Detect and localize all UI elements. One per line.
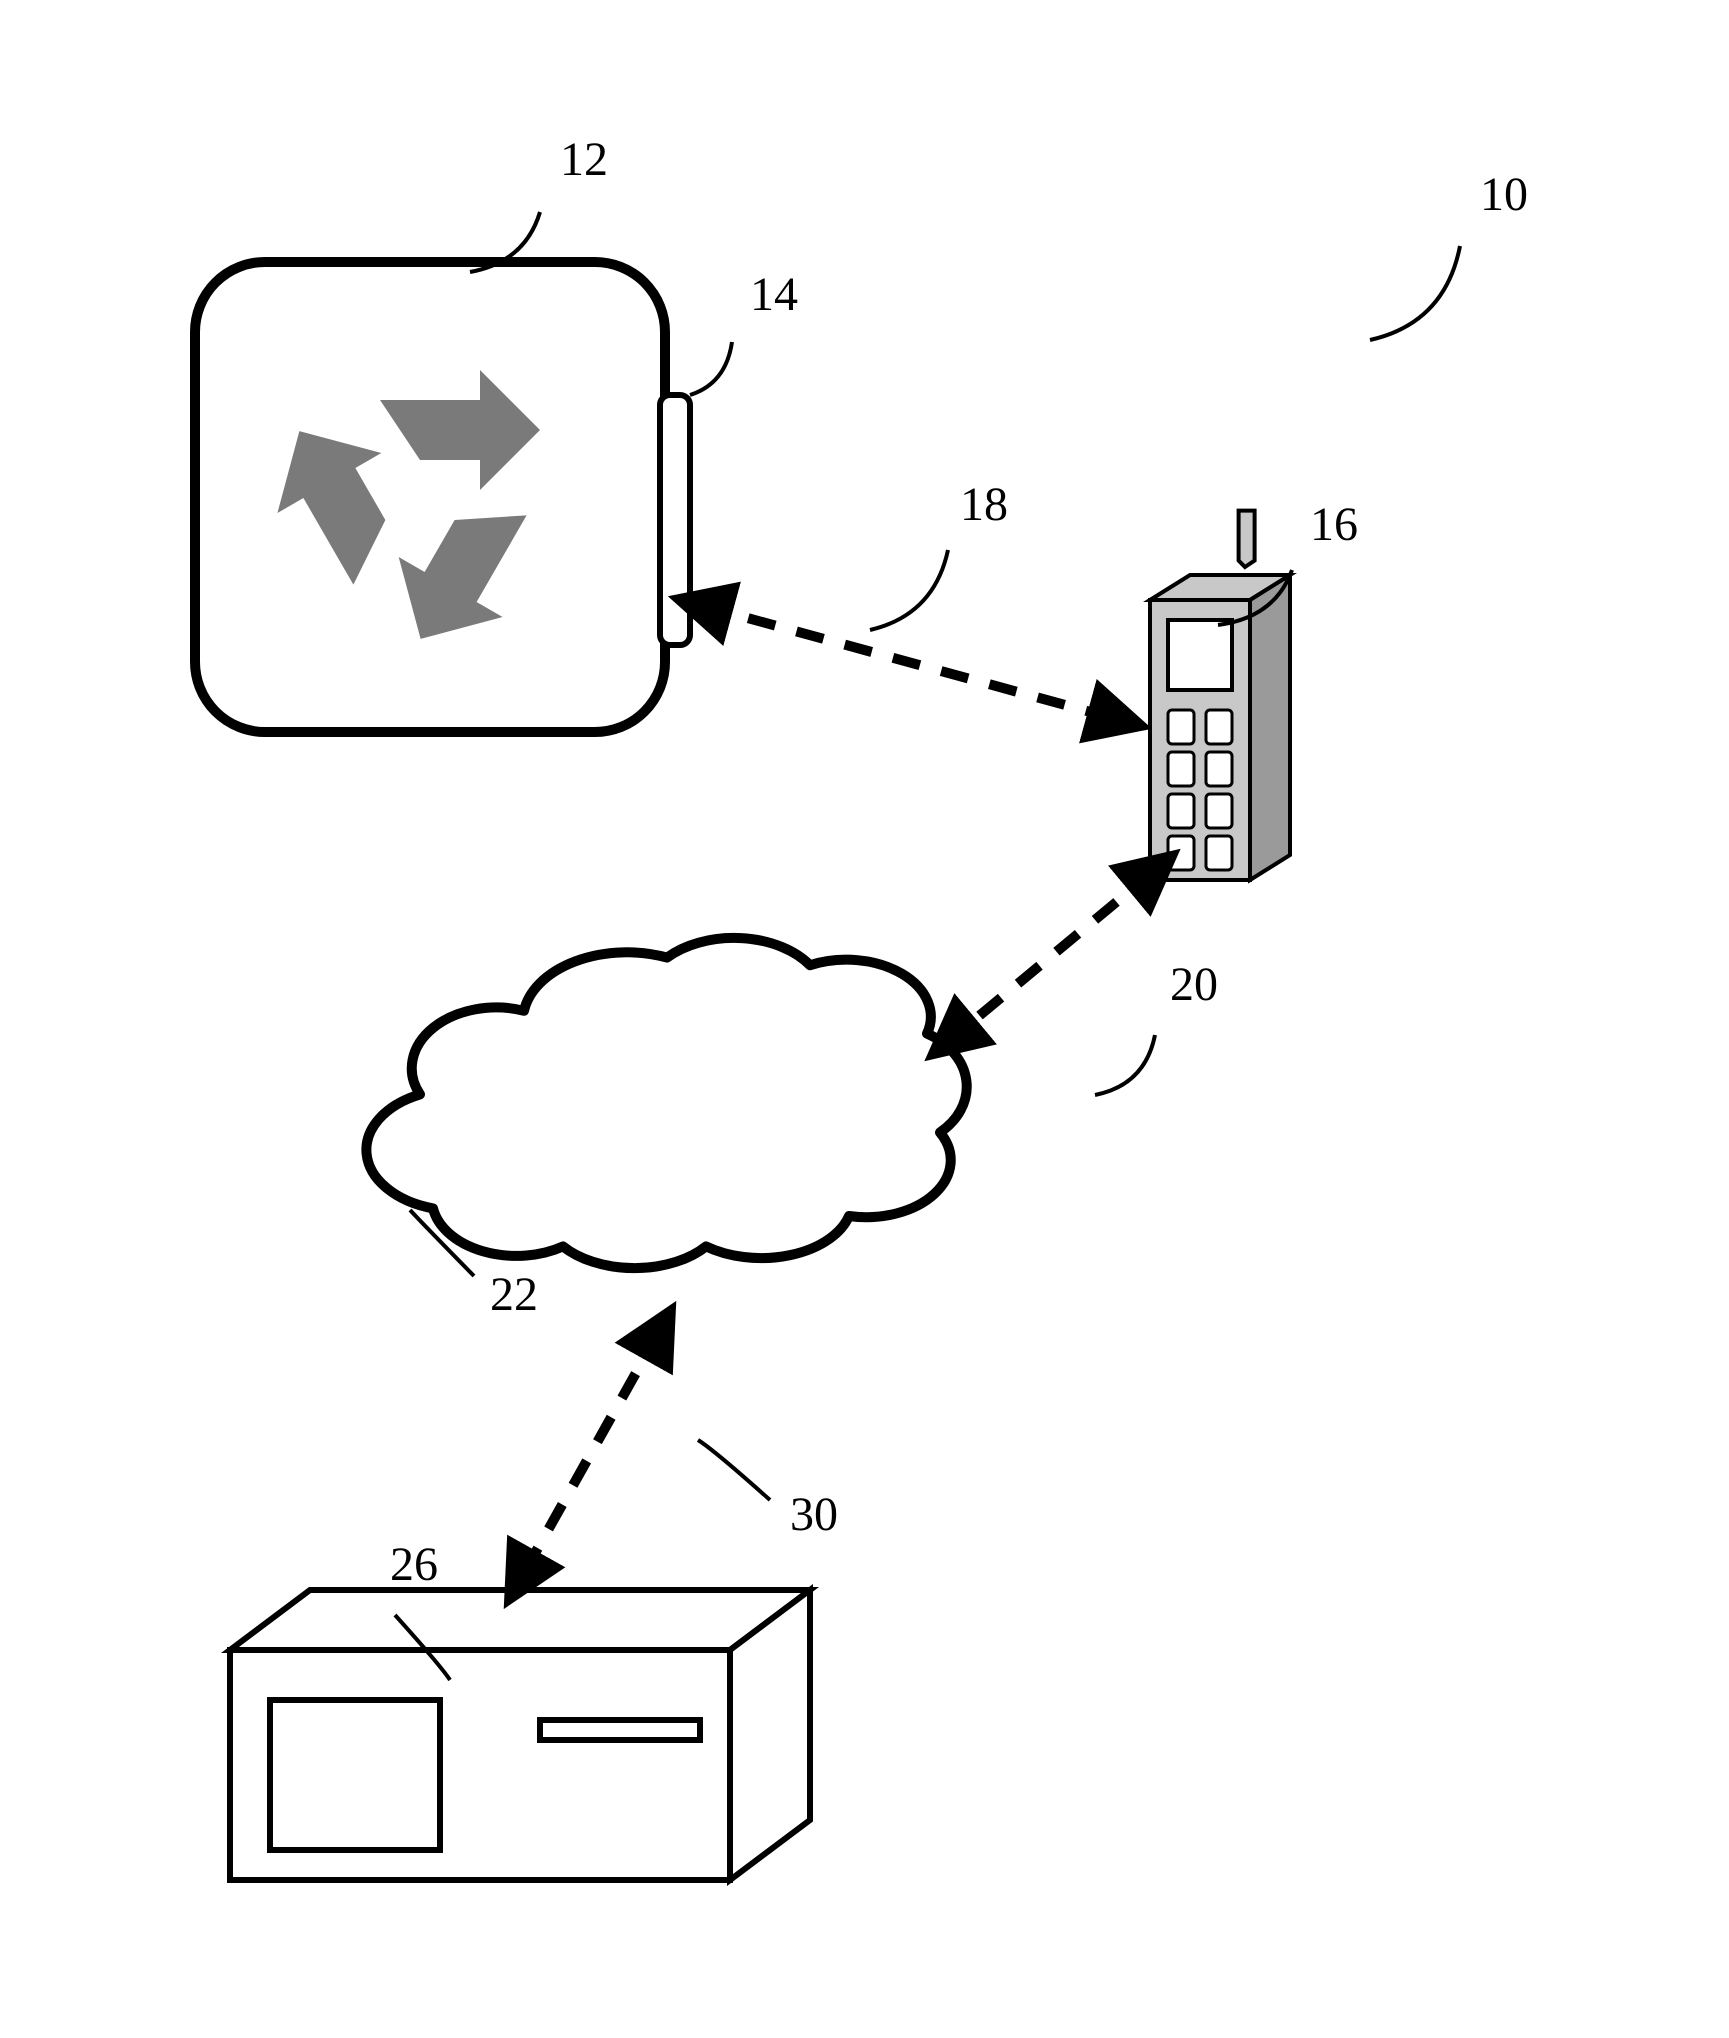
server-icon <box>230 1590 810 1880</box>
ref-label-link_bin_phone: 18 <box>960 478 1008 531</box>
leader-link_phone_cloud <box>1095 1035 1155 1095</box>
leader-link_cloud_server <box>698 1440 770 1500</box>
leader-system <box>1370 246 1460 340</box>
ref-label-system: 10 <box>1480 168 1528 221</box>
link-cloud-server <box>520 1330 660 1580</box>
ref-label-link_phone_cloud: 20 <box>1170 958 1218 1011</box>
mobile-phone-icon <box>1150 511 1290 880</box>
cloud-icon <box>366 938 966 1268</box>
ref-label-cloud: 22 <box>490 1268 538 1321</box>
ref-label-link_cloud_server: 30 <box>790 1488 838 1541</box>
ref-label-sensor: 14 <box>750 268 798 321</box>
recycling-bin <box>195 262 665 732</box>
link-bin-phone <box>700 605 1120 720</box>
ref-label-phone: 16 <box>1310 498 1358 551</box>
leader-link_bin_phone <box>870 550 948 630</box>
bin-sensor-tab <box>660 395 690 645</box>
ref-label-server: 26 <box>390 1538 438 1591</box>
link-phone-cloud <box>950 870 1155 1040</box>
leader-sensor <box>690 342 732 395</box>
ref-label-bin: 12 <box>560 133 608 186</box>
diagram-canvas: 10 12 14 16 18 20 22 26 30 <box>0 0 1729 2038</box>
